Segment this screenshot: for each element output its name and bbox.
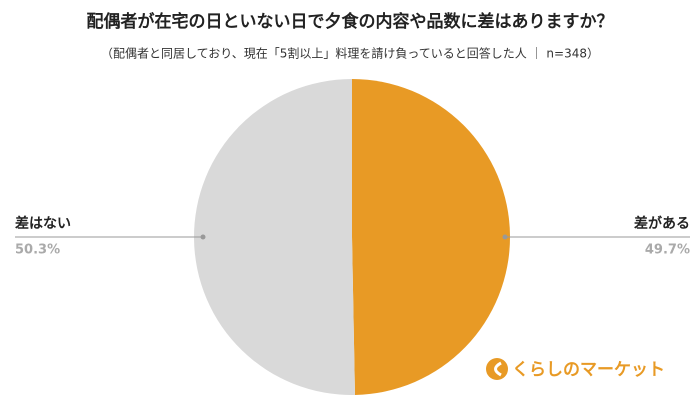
chart-title: 配偶者が在宅の日といない日で夕食の内容や品数に差はありますか？ <box>87 11 614 32</box>
value-label: 49.7% <box>645 243 690 258</box>
leader-dot <box>200 234 206 240</box>
category-label: 差はない <box>15 215 71 232</box>
value-label: 50.3% <box>15 243 60 258</box>
brand-text: くらしのマーケット <box>512 360 665 380</box>
leader-dot <box>502 234 508 240</box>
pie-slice <box>352 79 511 395</box>
category-label: 差がある <box>634 215 690 232</box>
pie-slice <box>194 79 355 395</box>
chart-subtitle: （配偶者と同居しており、現在「5割以上」料理を請け負っていると回答した人 ｜ n… <box>101 46 599 61</box>
logo-mark <box>494 361 502 377</box>
brand-logo: くらしのマーケット <box>486 358 665 380</box>
